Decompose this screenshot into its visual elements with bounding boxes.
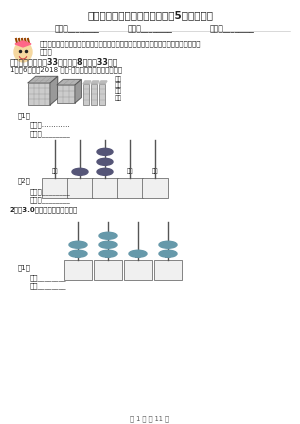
- Polygon shape: [91, 81, 99, 84]
- Polygon shape: [28, 76, 58, 83]
- Ellipse shape: [97, 158, 113, 165]
- Bar: [117, 178, 143, 198]
- Text: 写作：…………: 写作：…………: [30, 122, 71, 128]
- Text: 江苏省盐城市二年级下学期数学5月月考试卷: 江苏省盐城市二年级下学期数学5月月考试卷: [87, 10, 213, 20]
- Text: 十位: 十位: [127, 169, 133, 174]
- Text: 一、填一填。（共33分）（共8题；共33分）: 一、填一填。（共33分）（共8题；共33分）: [10, 57, 118, 66]
- Ellipse shape: [69, 250, 87, 257]
- Text: 千位: 千位: [77, 169, 83, 174]
- Polygon shape: [83, 81, 91, 84]
- Ellipse shape: [14, 42, 32, 62]
- Bar: [154, 260, 182, 280]
- Text: 读作：________: 读作：________: [30, 130, 71, 137]
- Text: 百位: 百位: [102, 169, 108, 174]
- Bar: [124, 260, 152, 280]
- Bar: [28, 83, 50, 105]
- Text: 2．（3.0分）写一写，读一读。: 2．（3.0分）写一写，读一读。: [10, 207, 78, 213]
- Ellipse shape: [159, 250, 177, 257]
- Text: 十位: 十位: [115, 89, 122, 95]
- Text: 以呢！: 以呢！: [40, 48, 53, 55]
- Text: 成绩：________: 成绩：________: [210, 24, 255, 33]
- Text: 个位: 个位: [165, 253, 171, 258]
- Text: 写作________: 写作________: [30, 275, 67, 282]
- Bar: [64, 260, 92, 280]
- Text: 班级：________: 班级：________: [128, 24, 173, 33]
- Polygon shape: [50, 76, 58, 105]
- Ellipse shape: [72, 168, 88, 175]
- Text: 姓名：________: 姓名：________: [55, 24, 100, 33]
- Bar: [142, 178, 168, 198]
- Ellipse shape: [99, 241, 117, 248]
- Text: 读作：________: 读作：________: [30, 196, 71, 203]
- Polygon shape: [75, 80, 81, 103]
- Ellipse shape: [99, 232, 117, 239]
- Bar: [57, 85, 75, 103]
- Text: （1）: （1）: [18, 113, 31, 120]
- Text: 读作________: 读作________: [30, 283, 67, 290]
- Polygon shape: [57, 80, 81, 85]
- Ellipse shape: [97, 148, 113, 155]
- Bar: [92, 178, 118, 198]
- Polygon shape: [99, 81, 107, 84]
- Bar: [91, 84, 97, 105]
- Text: 写作：________: 写作：________: [30, 188, 71, 195]
- Ellipse shape: [97, 168, 113, 175]
- Text: 万位: 万位: [75, 253, 81, 258]
- Bar: [99, 84, 105, 105]
- Text: 千位: 千位: [105, 253, 111, 258]
- Text: 第 1 页 共 11 页: 第 1 页 共 11 页: [130, 416, 170, 422]
- Ellipse shape: [69, 241, 87, 248]
- Text: 百位: 百位: [135, 253, 141, 258]
- Bar: [42, 178, 68, 198]
- Text: 亲爱的小朋友们，这一段时间的学习，你们收获怎么样呢？今天就让我们来检验一下可: 亲爱的小朋友们，这一段时间的学习，你们收获怎么样呢？今天就让我们来检验一下可: [40, 40, 202, 47]
- Bar: [67, 178, 93, 198]
- Bar: [83, 84, 89, 105]
- Ellipse shape: [159, 241, 177, 248]
- Text: 个位: 个位: [115, 95, 122, 101]
- Polygon shape: [15, 41, 31, 47]
- Text: 1．（6分）（2018 二下·粤城期末）看图比，写数。: 1．（6分）（2018 二下·粤城期末）看图比，写数。: [10, 66, 122, 73]
- Text: 千位: 千位: [115, 76, 122, 81]
- Text: （2）: （2）: [18, 178, 31, 184]
- Text: （1）: （1）: [18, 265, 31, 271]
- Text: 百位: 百位: [115, 82, 122, 88]
- Ellipse shape: [99, 250, 117, 257]
- Text: 万位: 万位: [52, 169, 58, 174]
- Ellipse shape: [129, 250, 147, 257]
- Text: 个位: 个位: [152, 169, 158, 174]
- Bar: [94, 260, 122, 280]
